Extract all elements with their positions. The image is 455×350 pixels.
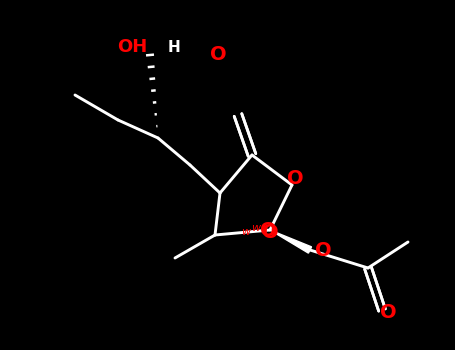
Text: O: O [287,168,303,188]
Text: w: w [252,223,261,233]
Text: O: O [210,46,226,64]
Text: O: O [379,303,396,322]
Text: O: O [262,223,278,241]
Text: O: O [260,220,276,239]
Polygon shape [270,230,312,253]
Text: OH: OH [117,38,147,56]
Text: O: O [315,240,332,259]
Text: H: H [167,40,180,55]
Text: w: w [241,227,250,237]
